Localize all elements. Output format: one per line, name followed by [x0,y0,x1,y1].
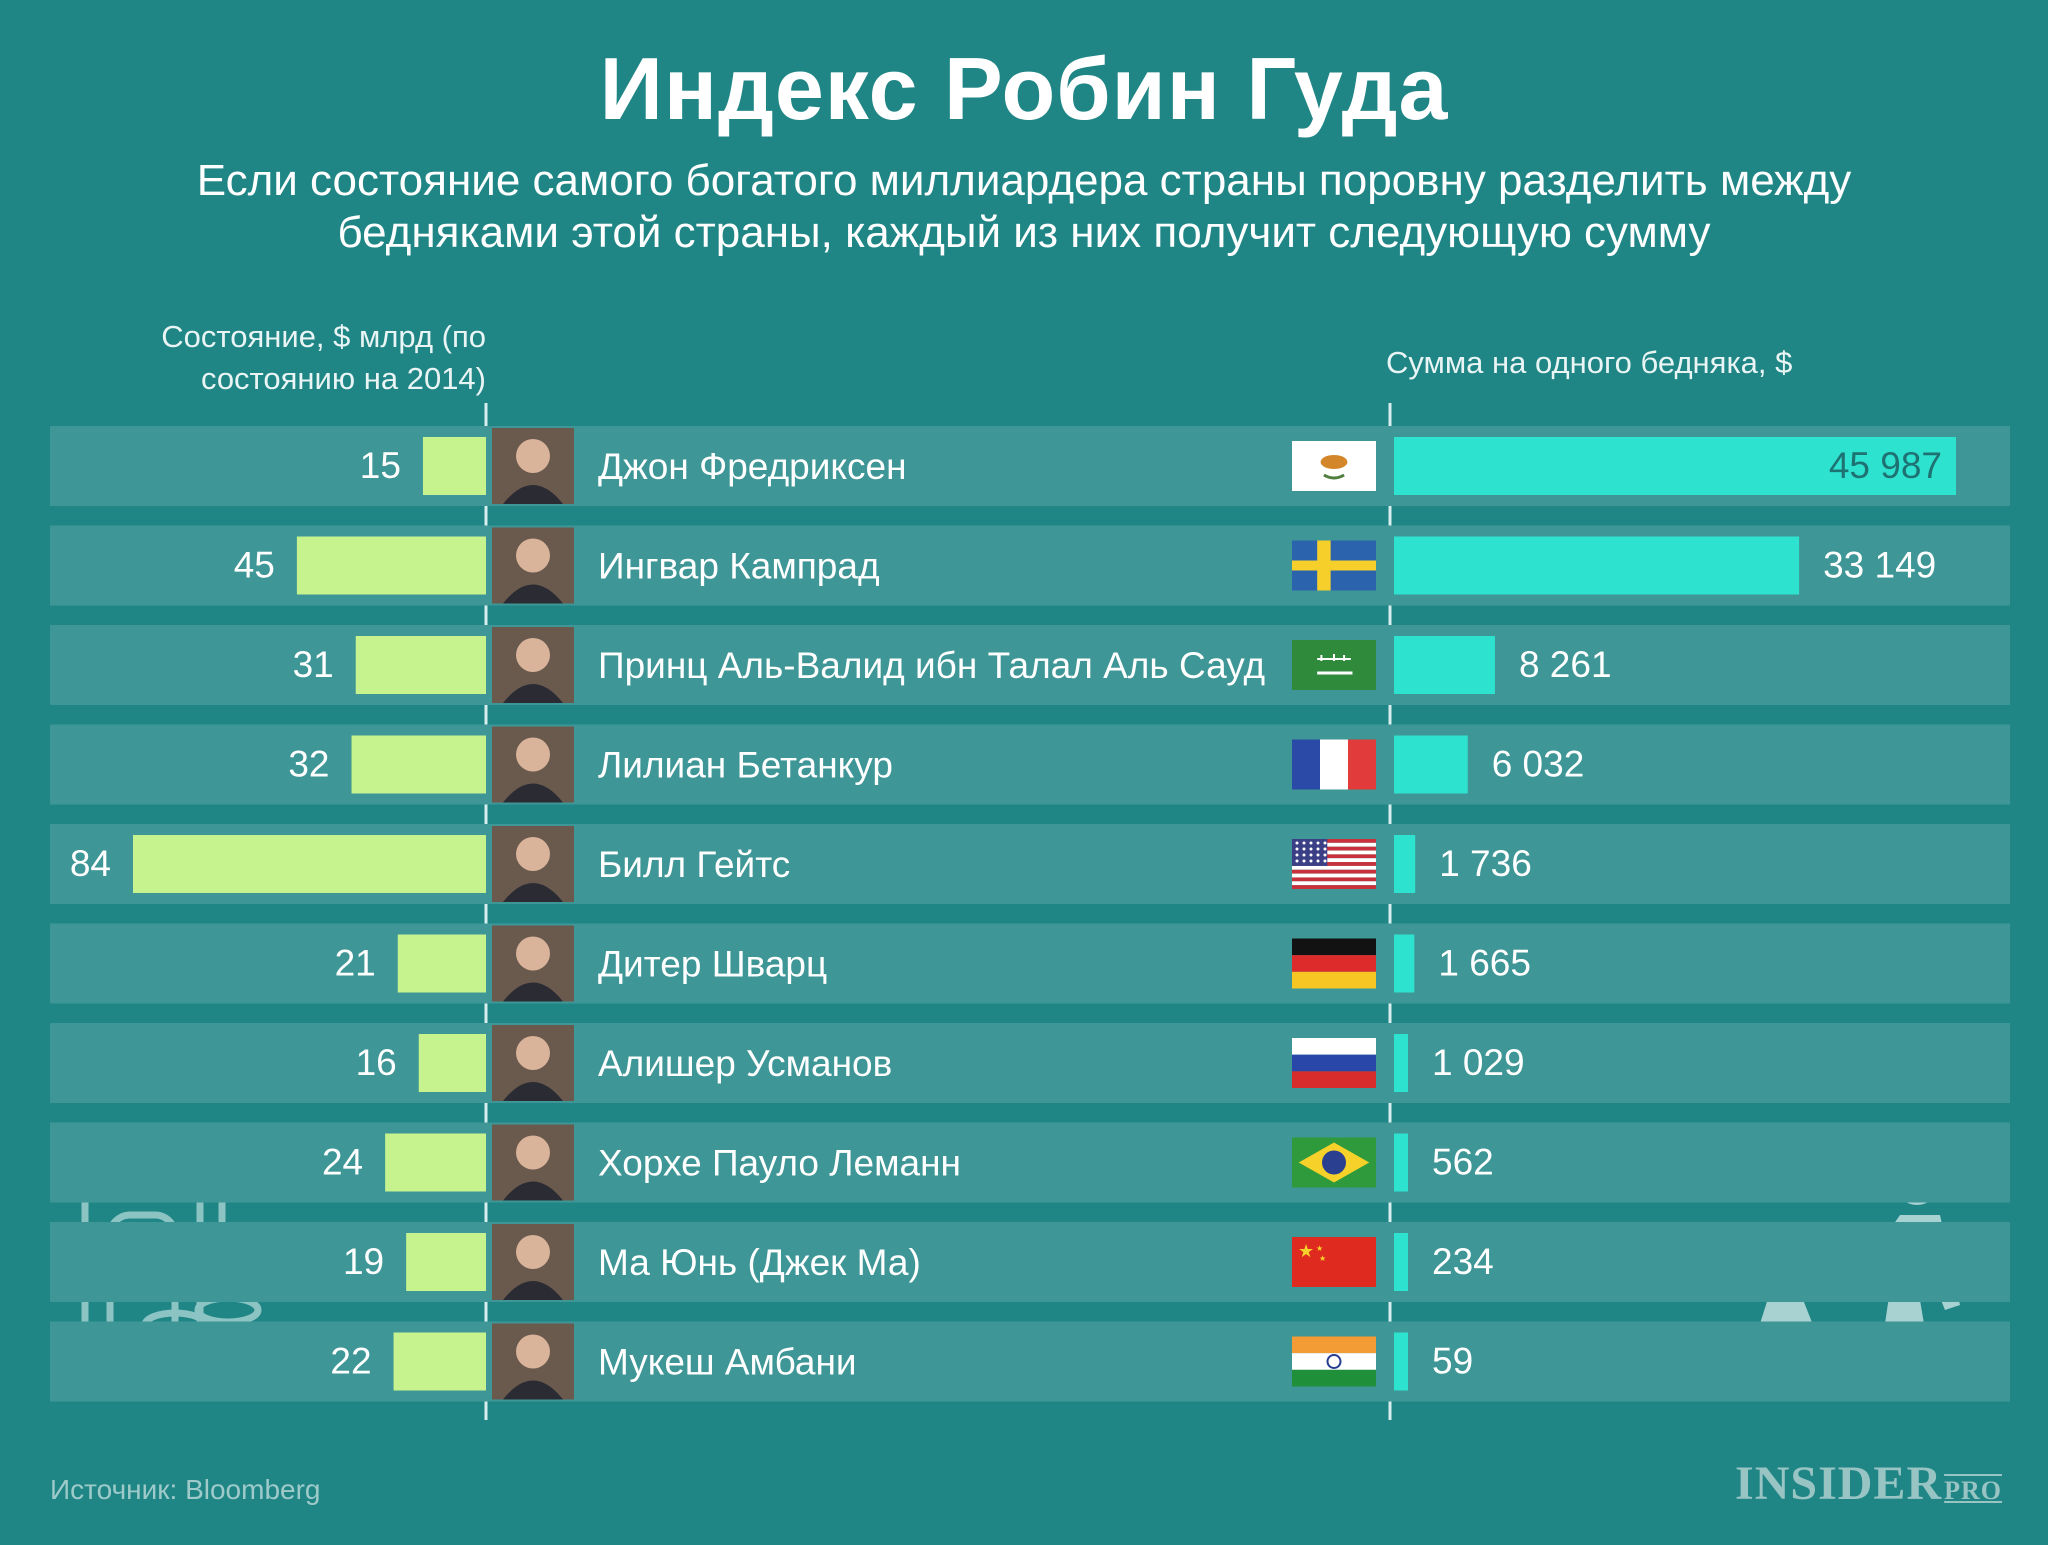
person-name: Хорхе Пауло Леманн [598,1143,961,1184]
portrait-suit [503,783,563,803]
china-flag: ★ ★★ [1292,1237,1376,1287]
right-bar-label: 234 [1432,1241,1494,1282]
right-bar-label: 59 [1432,1341,1473,1382]
right-bar [1394,1332,1408,1391]
right-bar-label: 45 987 [1829,445,1942,486]
portrait-face [516,538,550,573]
right-bar-label: 1 736 [1439,843,1532,884]
india-flag [1292,1336,1376,1387]
right-bar [1394,636,1495,694]
svg-text:★: ★ [1319,1254,1326,1263]
right-bar-label: 1 029 [1432,1042,1525,1083]
portrait-face [516,837,550,871]
left-bar [422,437,486,495]
portrait-suit [503,883,563,902]
svg-text:★: ★ [1298,1241,1314,1262]
left-bar [397,934,486,993]
portrait-face [516,936,550,971]
portrait-face [516,1135,550,1170]
portrait-face [516,439,550,473]
left-bar-label: 16 [356,1042,397,1083]
portrait-suit [503,584,563,604]
left-bar-label: 31 [293,644,334,685]
right-bar-label: 1 665 [1438,943,1531,984]
brand-logo: INSIDERPRO [1735,1457,2002,1510]
right-bar-label: 562 [1432,1142,1494,1183]
row-band [50,923,2010,1004]
france-flag [1292,739,1376,790]
portrait-suit [503,485,563,504]
left-bar [296,536,486,595]
person-name: Лилиан Бетанкур [598,745,893,786]
left-bar-label: 84 [70,843,111,884]
left-bar [351,735,486,794]
right-bar [1394,437,1956,495]
brazil-flag [1292,1137,1376,1188]
left-bar-label: 19 [343,1241,384,1282]
saudi-arabia-flag [1292,640,1376,690]
left-bar-label: 21 [335,943,376,984]
portrait-face [516,1235,550,1269]
portrait-face [516,1334,550,1369]
portrait-suit [503,1281,563,1300]
right-bar [1394,536,1800,595]
portrait-suit [503,982,563,1002]
right-bar [1394,1034,1408,1092]
portrait-suit [503,684,563,703]
left-bar [418,1034,486,1092]
row-band [50,1122,2010,1203]
person-name: Принц Аль-Валид ибн Талал Аль Сауд [598,645,1265,686]
portrait-face [516,638,550,672]
left-bar [385,1133,486,1192]
right-bar-label: 33 149 [1823,545,1936,586]
portrait-suit [503,1380,563,1400]
right-series-label: Сумма на одного бедняка, $ [1386,345,1793,380]
person-name: Мукеш Амбани [598,1342,857,1383]
cyprus-flag [1292,441,1376,491]
left-bar-label: 24 [322,1142,363,1183]
row-band [50,1023,2010,1103]
left-bar [133,835,486,893]
right-bar [1394,1233,1408,1291]
portrait-suit [503,1181,563,1201]
person-name: Билл Гейтс [598,844,790,885]
row-band [50,1222,2010,1302]
right-bar [1394,934,1415,993]
chart-subtitle: Если состояние самого богатого миллиарде… [196,156,1852,257]
left-bar-label: 32 [288,744,329,785]
sweden-flag [1292,540,1376,591]
portrait-suit [503,1082,563,1101]
left-series-label: Состояние, $ млрд (по состоянию на 2014) [161,319,486,396]
chart-title: Индекс Робин Гуда [599,39,1449,138]
row-band [50,724,2010,805]
germany-flag [1292,938,1376,989]
left-bar-label: 15 [360,445,401,486]
person-name: Ма Юнь (Джек Ма) [598,1242,921,1283]
person-name: Дитер Шварц [598,944,827,985]
usa-flag [1292,839,1376,889]
portrait-face [516,737,550,772]
right-bar-label: 8 261 [1519,644,1612,685]
person-name: Ингвар Кампрад [598,546,880,587]
left-bar [406,1233,486,1291]
row-band [50,1321,2010,1402]
left-bar-label: 45 [234,545,275,586]
right-bar [1394,1133,1408,1192]
svg-text:★: ★ [1316,1244,1323,1253]
left-bar-label: 22 [330,1341,371,1382]
right-bar [1394,835,1416,893]
right-bar-label: 6 032 [1492,744,1585,785]
left-bar [393,1332,486,1391]
source-note: Источник: Bloomberg [50,1474,321,1505]
right-bar [1394,735,1468,794]
portrait-face [516,1036,550,1070]
russia-flag [1292,1038,1376,1088]
person-name: Алишер Усманов [598,1043,892,1084]
person-name: Джон Фредриксен [598,446,907,487]
left-bar [355,636,486,694]
